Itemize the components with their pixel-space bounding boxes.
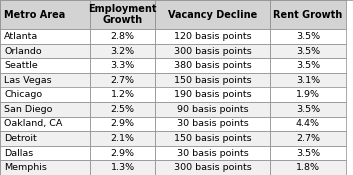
Bar bbox=[155, 29, 270, 44]
Bar bbox=[90, 58, 155, 73]
Text: 190 basis points: 190 basis points bbox=[174, 90, 251, 99]
Text: 3.3%: 3.3% bbox=[110, 61, 135, 70]
Text: Oakland, CA: Oakland, CA bbox=[4, 120, 62, 128]
Bar bbox=[155, 73, 270, 88]
Bar bbox=[90, 146, 155, 160]
Bar bbox=[270, 88, 346, 102]
Text: 3.5%: 3.5% bbox=[296, 47, 320, 55]
Bar bbox=[155, 131, 270, 146]
Bar bbox=[155, 0, 270, 29]
Text: 90 basis points: 90 basis points bbox=[177, 105, 249, 114]
Bar bbox=[0, 131, 90, 146]
Text: 3.1%: 3.1% bbox=[296, 76, 320, 85]
Text: 3.5%: 3.5% bbox=[296, 105, 320, 114]
Bar bbox=[155, 160, 270, 175]
Bar bbox=[90, 131, 155, 146]
Bar bbox=[155, 44, 270, 58]
Bar bbox=[0, 73, 90, 88]
Text: 2.1%: 2.1% bbox=[111, 134, 134, 143]
Bar bbox=[270, 102, 346, 117]
Text: 2.5%: 2.5% bbox=[111, 105, 134, 114]
Bar bbox=[90, 73, 155, 88]
Text: 30 basis points: 30 basis points bbox=[177, 149, 249, 158]
Bar bbox=[0, 146, 90, 160]
Text: 150 basis points: 150 basis points bbox=[174, 76, 251, 85]
Text: 3.5%: 3.5% bbox=[296, 32, 320, 41]
Text: 1.2%: 1.2% bbox=[111, 90, 134, 99]
Bar bbox=[90, 102, 155, 117]
Bar bbox=[90, 160, 155, 175]
Text: 3.5%: 3.5% bbox=[296, 61, 320, 70]
Text: 380 basis points: 380 basis points bbox=[174, 61, 252, 70]
Text: 2.7%: 2.7% bbox=[111, 76, 134, 85]
Text: Vacancy Decline: Vacancy Decline bbox=[168, 10, 257, 20]
Bar bbox=[0, 0, 90, 29]
Text: Metro Area: Metro Area bbox=[4, 10, 66, 20]
Text: Employment
Growth: Employment Growth bbox=[88, 4, 157, 25]
Bar bbox=[0, 44, 90, 58]
Text: 2.7%: 2.7% bbox=[296, 134, 320, 143]
Text: Seattle: Seattle bbox=[4, 61, 38, 70]
Bar bbox=[0, 102, 90, 117]
Text: 1.9%: 1.9% bbox=[296, 90, 320, 99]
Bar bbox=[155, 146, 270, 160]
Text: Las Vegas: Las Vegas bbox=[4, 76, 52, 85]
Text: 1.3%: 1.3% bbox=[110, 163, 135, 172]
Text: Dallas: Dallas bbox=[4, 149, 34, 158]
Bar bbox=[155, 88, 270, 102]
Bar bbox=[0, 29, 90, 44]
Bar bbox=[90, 0, 155, 29]
Bar bbox=[155, 58, 270, 73]
Bar bbox=[0, 88, 90, 102]
Text: 300 basis points: 300 basis points bbox=[174, 163, 252, 172]
Text: Memphis: Memphis bbox=[4, 163, 47, 172]
Bar bbox=[90, 29, 155, 44]
Bar bbox=[90, 117, 155, 131]
Bar bbox=[0, 160, 90, 175]
Text: 120 basis points: 120 basis points bbox=[174, 32, 251, 41]
Text: 1.8%: 1.8% bbox=[296, 163, 320, 172]
Bar bbox=[270, 58, 346, 73]
Text: 2.8%: 2.8% bbox=[111, 32, 134, 41]
Text: 2.9%: 2.9% bbox=[111, 149, 134, 158]
Bar bbox=[270, 146, 346, 160]
Text: 2.9%: 2.9% bbox=[111, 120, 134, 128]
Bar bbox=[90, 88, 155, 102]
Text: Chicago: Chicago bbox=[4, 90, 42, 99]
Text: 150 basis points: 150 basis points bbox=[174, 134, 251, 143]
Text: Rent Growth: Rent Growth bbox=[273, 10, 343, 20]
Text: 300 basis points: 300 basis points bbox=[174, 47, 252, 55]
Bar bbox=[155, 102, 270, 117]
Text: 3.5%: 3.5% bbox=[296, 149, 320, 158]
Bar bbox=[270, 73, 346, 88]
Bar bbox=[270, 29, 346, 44]
Text: Detroit: Detroit bbox=[4, 134, 37, 143]
Text: Orlando: Orlando bbox=[4, 47, 42, 55]
Bar bbox=[270, 44, 346, 58]
Bar bbox=[270, 0, 346, 29]
Text: 4.4%: 4.4% bbox=[296, 120, 320, 128]
Text: 3.2%: 3.2% bbox=[110, 47, 135, 55]
Text: San Diego: San Diego bbox=[4, 105, 53, 114]
Bar bbox=[0, 58, 90, 73]
Bar bbox=[270, 131, 346, 146]
Bar bbox=[270, 160, 346, 175]
Bar bbox=[0, 117, 90, 131]
Bar bbox=[270, 117, 346, 131]
Text: Atlanta: Atlanta bbox=[4, 32, 38, 41]
Bar bbox=[90, 44, 155, 58]
Bar bbox=[155, 117, 270, 131]
Text: 30 basis points: 30 basis points bbox=[177, 120, 249, 128]
